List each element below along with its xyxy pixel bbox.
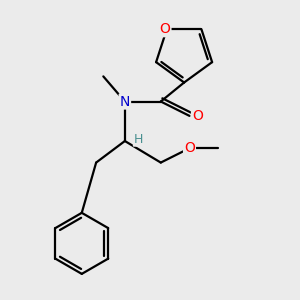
Text: N: N (120, 94, 130, 109)
Text: H: H (134, 133, 143, 146)
Text: O: O (160, 22, 170, 36)
Text: O: O (192, 109, 203, 123)
Text: O: O (184, 141, 195, 155)
